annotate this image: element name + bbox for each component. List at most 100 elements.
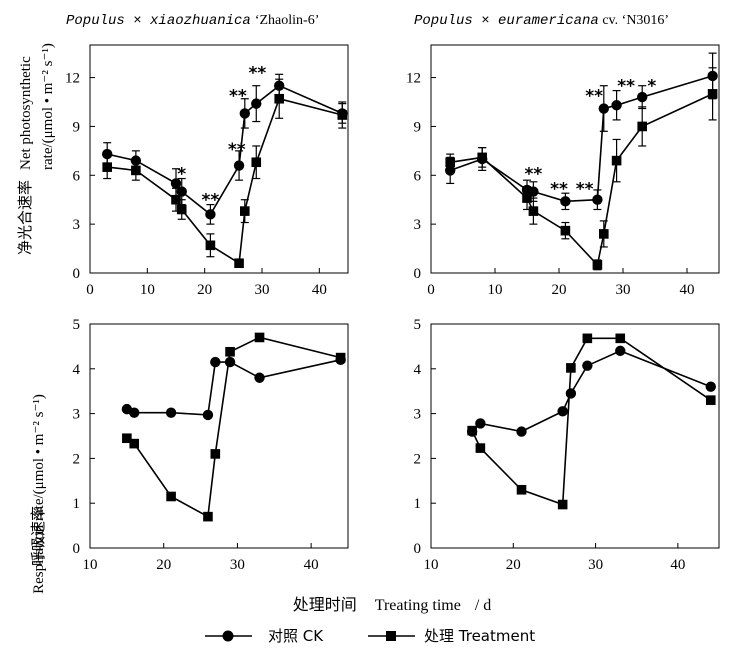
treatment-point: [171, 194, 181, 205]
ylabel-top-en2: rate/(μmol • m⁻² s⁻¹): [40, 43, 56, 170]
treatment-point: [566, 363, 576, 373]
x-tick-label: 40: [304, 557, 319, 573]
ck-point: [102, 148, 113, 160]
ck-point: [170, 178, 182, 189]
ck-series-line: [449, 75, 713, 203]
legend-treatment-label: 处理 Treatment: [424, 627, 535, 645]
ylabel-top-cn: 净光合速率: [16, 180, 34, 255]
treatment-point: [210, 449, 221, 459]
plot-frame: [430, 44, 720, 274]
ck-point: [560, 196, 571, 207]
ck-point: [516, 426, 527, 437]
ck-point: [233, 160, 245, 171]
treatment-point: [251, 157, 262, 168]
treatment-point: [707, 89, 718, 99]
significance-label: **: [228, 140, 246, 160]
significance-label: *: [177, 165, 186, 185]
x-tick-label: 20: [506, 557, 521, 573]
ck-point: [224, 356, 236, 368]
treatment-point: [560, 225, 571, 236]
y-tick-label: 1: [414, 496, 422, 512]
treatment-point: [337, 110, 348, 120]
x-tick-label: 20: [156, 557, 171, 573]
ylabel-bottom: 呼吸速率 Respiration rate/(μmol • m⁻² s⁻¹): [29, 394, 47, 594]
x-tick-label: 30: [616, 282, 631, 298]
ylabel-bottom-en: Respiration rate/(μmol • m⁻² s⁻¹): [31, 394, 47, 594]
treatment-point: [705, 395, 716, 405]
y-tick-label: 4: [73, 362, 81, 378]
y-tick-label: 12: [406, 71, 421, 87]
y-tick-label: 3: [414, 407, 422, 423]
x-tick-label: 30: [230, 557, 245, 573]
treatment-point: [335, 352, 346, 363]
y-tick-label: 12: [65, 71, 80, 87]
treatment-point: [254, 332, 265, 343]
treatment-point: [477, 152, 487, 163]
treatment-point: [582, 333, 593, 344]
y-tick-label: 1: [73, 496, 81, 512]
x-tick-label: 20: [197, 282, 212, 298]
ck-point: [239, 108, 250, 119]
ck-point: [475, 418, 486, 429]
panel-title-left: Populus × xiaozhuanica ‘Zhaolin-6’: [66, 13, 319, 29]
ck-point: [202, 409, 214, 421]
ylabel-bottom-cn: 呼吸速率: [29, 506, 47, 566]
ck-point: [598, 103, 609, 114]
treatment-series-line: [107, 97, 343, 265]
legend-ck-marker: [222, 630, 234, 642]
significance-label: **: [617, 77, 635, 97]
treatment-series-line: [450, 93, 713, 267]
significance-label: **: [229, 86, 247, 106]
treatment-point: [528, 206, 539, 216]
xlabel: 处理时间 Treating time / d: [293, 595, 492, 614]
x-tick-label: 40: [680, 282, 695, 298]
chart-bottom-right: 10 20 30 40 0 1 2 3 4 5: [414, 317, 720, 573]
significance-label: **: [249, 64, 267, 84]
y-tick-label: 3: [414, 217, 422, 233]
treatment-point: [131, 165, 141, 176]
plot-frame: [89, 323, 349, 549]
y-tick-label: 9: [414, 119, 422, 135]
treatment-point: [274, 93, 284, 104]
x-tick-label: 20: [552, 282, 567, 298]
significance-label: **: [576, 179, 594, 199]
y-tick-label: 5: [414, 317, 422, 333]
ylabel-top: 净光合速率 Net photosynthetic rate/(μmol • m⁻…: [16, 43, 56, 255]
ck-point: [565, 388, 577, 399]
y-tick-label: 0: [414, 266, 422, 282]
treatment-point: [467, 425, 477, 436]
treatment-point: [599, 229, 609, 239]
treatment-point: [122, 433, 132, 444]
significance-label: **: [550, 179, 568, 199]
ck-point: [582, 360, 593, 371]
plot-frame: [89, 44, 349, 274]
y-tick-label: 3: [73, 407, 81, 423]
panel-title-right: Populus × euramericana cv. ‘N3016’: [414, 13, 669, 29]
y-tick-label: 4: [414, 362, 422, 378]
treatment-point: [129, 438, 140, 449]
x-tick-label: 40: [670, 557, 685, 573]
ck-point: [705, 381, 716, 392]
treatment-point: [166, 491, 176, 502]
chart-bottom-left: 10 20 30 40 0 1 2 3 4 5: [73, 317, 349, 573]
ck-point: [165, 407, 177, 418]
treatment-point: [592, 260, 603, 270]
treatment-point: [522, 193, 532, 203]
y-tick-label: 3: [73, 217, 81, 233]
y-tick-label: 2: [73, 451, 81, 467]
x-tick-label: 10: [83, 557, 98, 573]
treatment-series-line: [471, 337, 712, 506]
y-tick-label: 0: [73, 266, 81, 282]
x-tick-label: 0: [86, 282, 94, 298]
ck-series-line: [107, 84, 343, 216]
ck-point: [129, 407, 140, 418]
x-tick-label: 10: [488, 282, 503, 298]
significance-label: **: [585, 86, 603, 106]
treatment-point: [475, 443, 486, 453]
ck-point: [176, 186, 187, 197]
ck-point: [205, 209, 216, 220]
x-tick-label: 10: [140, 282, 155, 298]
treatment-series-line: [126, 336, 341, 518]
x-tick-label: 0: [427, 282, 435, 298]
